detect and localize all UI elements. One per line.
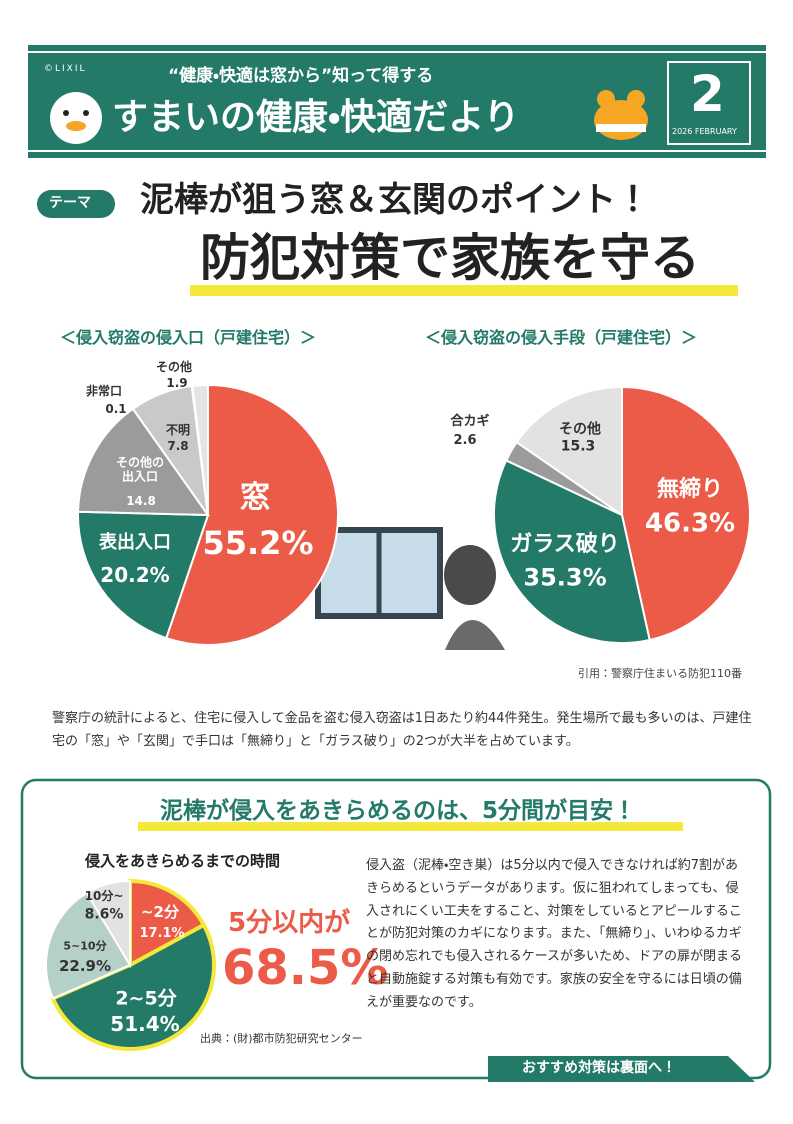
frog-eye bbox=[597, 90, 615, 108]
slice-value: 1.9 bbox=[166, 375, 188, 390]
ribbon-text: おすすめ対策は裏面へ！ bbox=[522, 1060, 676, 1076]
frog-eye bbox=[627, 90, 645, 108]
box-paragraph: 侵入盗（泥棒・空き巣）は5分以内で侵入できなければ約7割があきらめるというデータ… bbox=[366, 858, 742, 1010]
slice-value: 8.6% bbox=[84, 906, 124, 923]
chick-eye bbox=[83, 110, 89, 116]
theme-tag bbox=[37, 190, 115, 218]
headline-underline bbox=[190, 285, 738, 296]
highlight-label: 5分以内が bbox=[228, 908, 351, 938]
slice-label: その他 bbox=[559, 421, 601, 438]
slice-value: 17.1% bbox=[139, 926, 185, 942]
newsletter-title: すまいの健康・快適だより bbox=[112, 97, 520, 138]
box-underline bbox=[138, 822, 683, 831]
chart-title: 侵入をあきらめるまでの時間 bbox=[85, 852, 281, 870]
slice-label: その他 bbox=[155, 359, 193, 374]
frog-stripe bbox=[596, 124, 646, 132]
pie-slice bbox=[128, 878, 207, 969]
chick-eye bbox=[63, 110, 69, 116]
theme-main: 防犯対策で家族を守る bbox=[200, 229, 700, 287]
pie-slice bbox=[50, 922, 216, 1051]
slice-value: 22.9% bbox=[58, 957, 112, 975]
slice-value: 46.3% bbox=[644, 508, 736, 539]
thief-body bbox=[445, 620, 505, 650]
slice-label: 表出入口 bbox=[99, 532, 171, 554]
pie-slice bbox=[191, 383, 209, 516]
ribbon bbox=[488, 1056, 755, 1082]
slice-label: 非常口 bbox=[85, 383, 123, 398]
thief-illustration bbox=[444, 545, 496, 605]
slice-label: ガラス破り bbox=[510, 531, 620, 557]
pie-slice bbox=[45, 891, 132, 1000]
slice-label: 5~10分 bbox=[63, 939, 107, 953]
box-headline: 泥棒が侵入をあきらめるのは、5分間が目安！ bbox=[160, 798, 637, 824]
theme-headline: 泥棒が狙う窓＆玄関のポイント！ bbox=[140, 180, 650, 220]
chart-title: ＜侵入窃盗の侵入手段（戸建住宅）＞ bbox=[425, 328, 698, 347]
pie-slice bbox=[165, 383, 339, 646]
chart-title: ＜侵入窃盗の侵入口（戸建住宅）＞ bbox=[60, 328, 317, 347]
slice-label: 不明 bbox=[165, 422, 191, 437]
slice-value: 7.8 bbox=[167, 438, 189, 453]
source: 出典：(財)都市防犯研究センター bbox=[200, 1032, 363, 1045]
paragraph: 警察庁の統計によると、住宅に侵入して金品を盗む侵入窃盗は1日あたり約44件発生。… bbox=[52, 711, 752, 749]
chick-icon bbox=[50, 92, 102, 144]
copyright: ©LIXIL bbox=[44, 64, 87, 74]
issue-date: 2026 FEBRUARY bbox=[672, 127, 737, 136]
slice-value: 14.8 bbox=[126, 493, 156, 508]
slice-label: 10分~ bbox=[84, 888, 124, 903]
slice-value: 35.3% bbox=[523, 563, 607, 592]
info-box bbox=[20, 778, 772, 1080]
slice-value: 51.4% bbox=[110, 1012, 180, 1036]
source: 引用：警察庁住まいる防犯110番 bbox=[578, 667, 742, 680]
pie-slice bbox=[77, 407, 210, 517]
pie-slice bbox=[77, 510, 210, 640]
slice-label: ~2分 bbox=[140, 903, 180, 921]
subtitle: “健康・快適は窓から”知って得する bbox=[168, 66, 434, 86]
pie-slice bbox=[85, 879, 131, 969]
slice-value: 0.1 bbox=[105, 401, 127, 416]
slice-value: 2.6 bbox=[453, 433, 477, 449]
pie-slice bbox=[493, 459, 651, 644]
highlight-value: 68.5% bbox=[222, 940, 389, 996]
slice-label: その他の 出入口 bbox=[115, 455, 165, 484]
slice-label: 2~5分 bbox=[115, 987, 177, 1010]
slice-value: 55.2% bbox=[202, 523, 314, 562]
chick-beak bbox=[66, 121, 86, 131]
slice-value: 15.3 bbox=[560, 438, 596, 455]
issue-frame bbox=[667, 61, 751, 145]
slice-label: 窓 bbox=[240, 480, 270, 515]
slice-label: 無締り bbox=[656, 476, 724, 502]
slice-label: 合カギ bbox=[450, 414, 490, 430]
pie-slice bbox=[515, 385, 623, 517]
issue-number: 2 bbox=[690, 65, 725, 123]
slice-value: 20.2% bbox=[100, 563, 170, 587]
theme-tag-text: テーマ bbox=[49, 195, 91, 211]
pie-slice bbox=[621, 385, 751, 642]
